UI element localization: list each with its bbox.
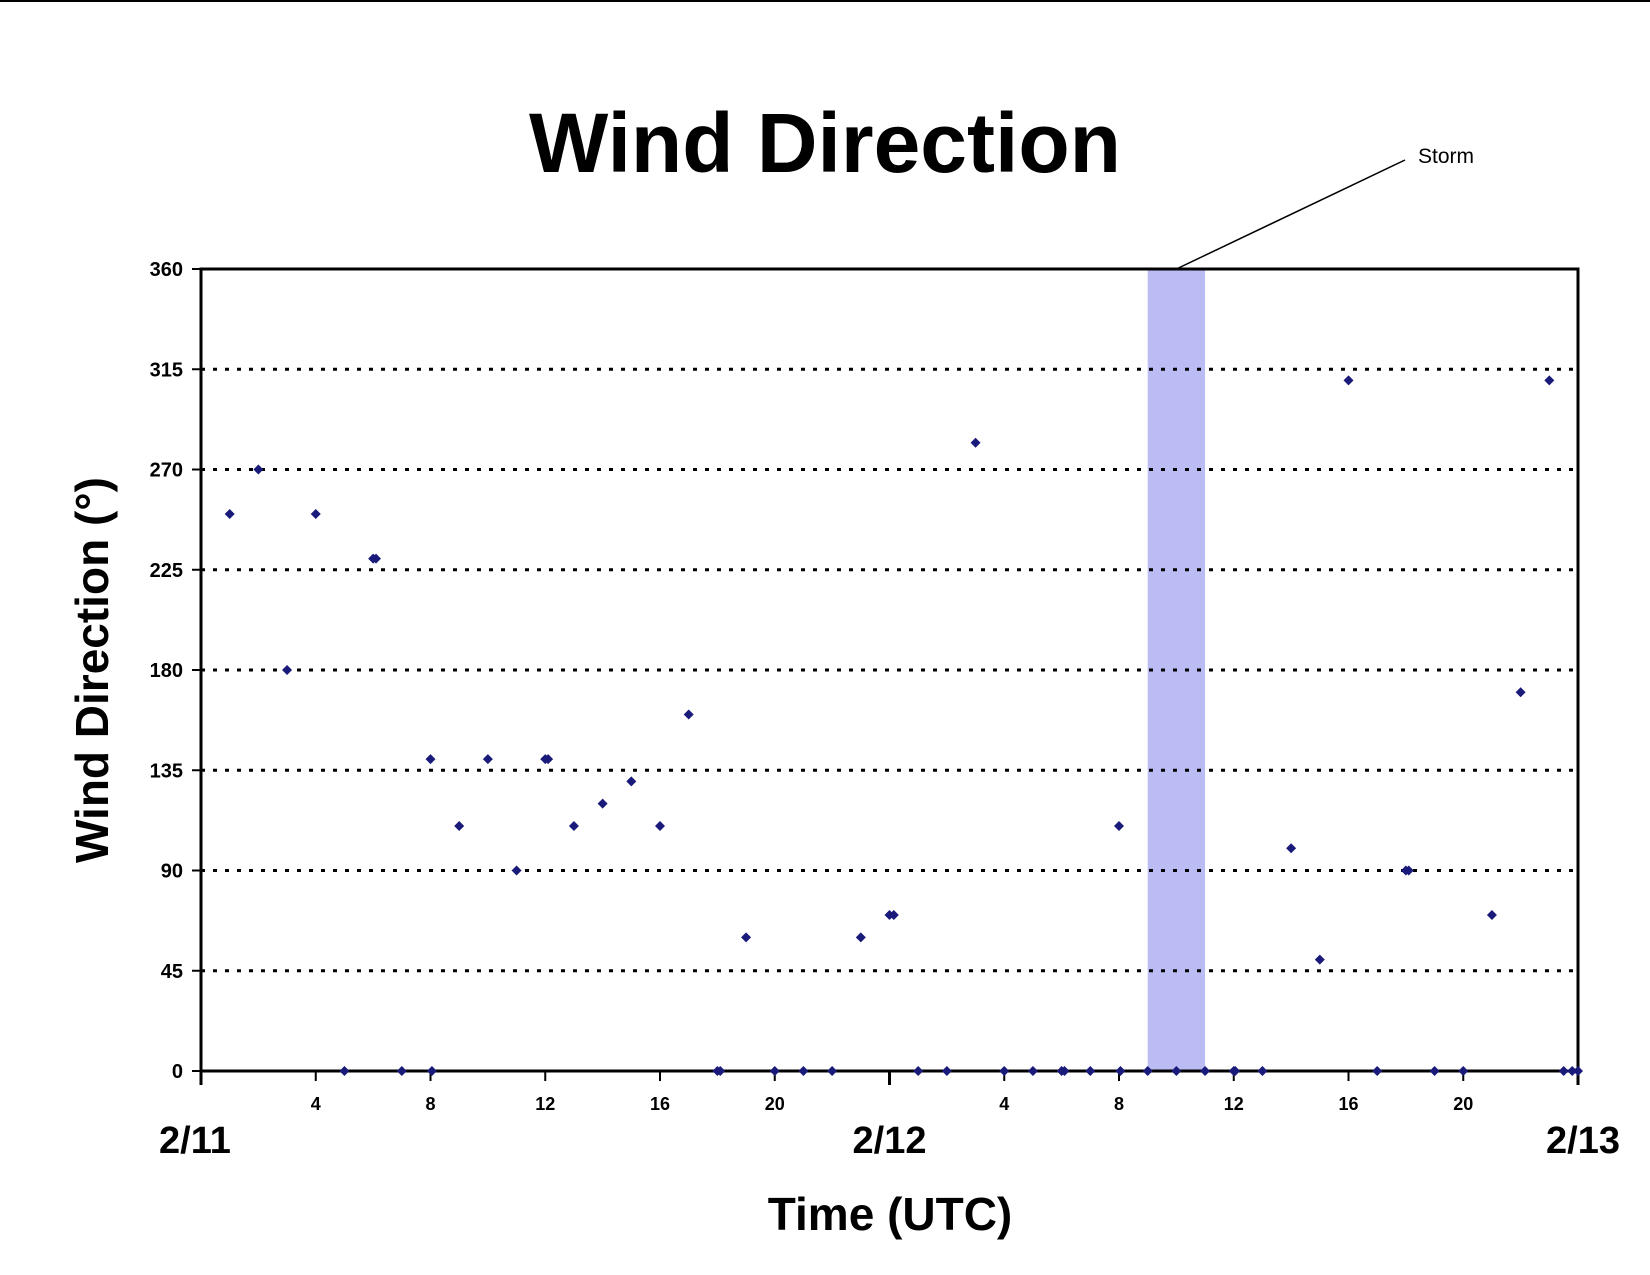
data-point-11 — [482, 754, 493, 765]
data-point-44 — [1257, 1066, 1268, 1076]
data-point-48 — [1372, 1066, 1383, 1076]
x-tick-label-28: 4 — [999, 1094, 1009, 1114]
data-point-14 — [543, 754, 554, 765]
data-point-18 — [655, 820, 665, 831]
x-tick-label-36: 12 — [1224, 1094, 1244, 1114]
y-tick-label-135: 135 — [150, 760, 183, 782]
data-point-35 — [1059, 1066, 1070, 1076]
storm-highlight-layer: Storm — [1147, 145, 1474, 1071]
y-axis-label: Wind Direction (°) — [66, 477, 118, 863]
data-point-22 — [741, 932, 752, 943]
x-tick-label-32: 8 — [1114, 1094, 1124, 1114]
data-point-58 — [1573, 1066, 1583, 1076]
day-label-0: 2/11 — [159, 1120, 231, 1162]
x-tick-label-40: 16 — [1338, 1094, 1358, 1114]
data-point-25 — [827, 1066, 838, 1076]
x-tick-label-8: 8 — [425, 1094, 435, 1114]
data-point-46 — [1314, 954, 1325, 965]
data-point-26 — [855, 932, 866, 943]
y-tick-label-45: 45 — [161, 961, 183, 983]
data-point-30 — [941, 1066, 952, 1076]
data-point-9 — [426, 1066, 437, 1076]
data-point-8 — [425, 754, 436, 765]
data-point-10 — [454, 820, 465, 831]
data-point-36 — [1085, 1066, 1096, 1076]
data-point-3 — [310, 509, 321, 520]
data-point-54 — [1515, 687, 1526, 698]
data-point-31 — [970, 437, 981, 448]
data-point-21 — [715, 1066, 726, 1076]
top-border-line — [0, 0, 1650, 2]
data-point-47 — [1343, 375, 1354, 386]
gridlines — [201, 367, 1578, 973]
data-point-28 — [888, 910, 899, 921]
data-point-51 — [1429, 1066, 1440, 1076]
data-point-29 — [913, 1066, 924, 1076]
x-tick-label-4: 4 — [311, 1094, 321, 1114]
x-tick-label-16: 16 — [650, 1094, 670, 1114]
data-point-24 — [798, 1066, 809, 1076]
data-point-19 — [683, 709, 694, 720]
y-tick-label-315: 315 — [150, 359, 183, 381]
data-point-32 — [999, 1066, 1010, 1076]
y-tick-label-270: 270 — [150, 460, 183, 482]
data-point-23 — [769, 1066, 780, 1076]
storm-callout-line — [1176, 159, 1406, 270]
data-point-53 — [1486, 910, 1497, 921]
data-point-39 — [1142, 1066, 1153, 1076]
x-axis-label: Time (UTC) — [768, 1188, 1013, 1240]
data-point-6 — [370, 553, 381, 564]
data-points — [224, 375, 1583, 1076]
storm-annotation: Storm — [1418, 145, 1474, 168]
y-tick-label-180: 180 — [150, 660, 183, 682]
data-point-4 — [339, 1066, 350, 1076]
data-point-16 — [597, 798, 608, 809]
data-point-12 — [511, 865, 522, 876]
x-tick-label-12: 12 — [535, 1094, 555, 1114]
data-point-37 — [1114, 820, 1124, 831]
data-point-33 — [1027, 1066, 1038, 1076]
y-tick-label-225: 225 — [150, 560, 183, 582]
y-tick-label-90: 90 — [161, 861, 183, 883]
data-point-17 — [626, 776, 637, 787]
y-tick-label-360: 360 — [150, 259, 183, 281]
data-point-41 — [1200, 1066, 1211, 1076]
chart-title: Wind Direction — [529, 96, 1121, 190]
data-point-40 — [1171, 1066, 1182, 1076]
x-tick-label-20: 20 — [765, 1094, 785, 1114]
data-point-7 — [396, 1066, 407, 1076]
data-point-55 — [1544, 375, 1555, 386]
data-point-52 — [1458, 1066, 1469, 1076]
x-tick-label-44: 20 — [1453, 1094, 1473, 1114]
axis-ticks: 0 45 90 135 180 225 270 315 360 4 8 12 16 20 4 8 12 16 20 2… — [150, 259, 1620, 1162]
data-point-56 — [1558, 1066, 1569, 1076]
data-point-15 — [568, 820, 579, 831]
day-label-1: 2/12 — [853, 1120, 927, 1162]
data-point-57 — [1567, 1066, 1578, 1076]
data-point-43 — [1230, 1066, 1241, 1076]
data-point-45 — [1286, 843, 1297, 854]
data-point-50 — [1403, 865, 1414, 876]
data-point-2 — [282, 665, 293, 675]
data-point-0 — [224, 509, 235, 520]
day-label-2: 2/13 — [1546, 1120, 1620, 1162]
y-tick-label-0: 0 — [172, 1061, 183, 1083]
data-point-1 — [253, 464, 264, 475]
data-point-38 — [1115, 1066, 1126, 1076]
